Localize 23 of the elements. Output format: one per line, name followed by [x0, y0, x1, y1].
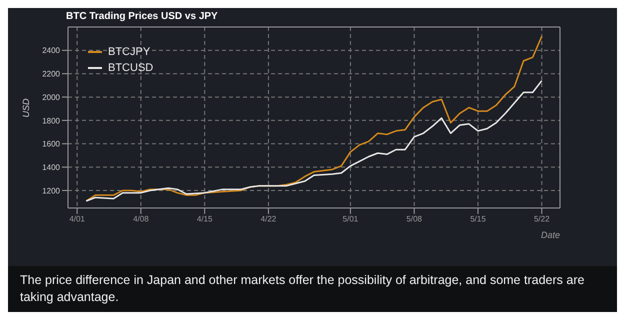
x-tick-label: 5/22 [534, 214, 550, 224]
y-tick-label: 2000 [42, 92, 61, 102]
y-tick-label: 2200 [42, 70, 61, 79]
x-axis-title: Date [540, 230, 560, 240]
x-tick-label: 4/22 [260, 214, 277, 224]
chart-title: BTC Trading Prices USD vs JPY [66, 11, 218, 22]
y-tick-label: 1600 [42, 140, 61, 149]
legend-label: BTCJPY [108, 46, 150, 58]
y-tick-label: 2400 [42, 46, 61, 56]
x-tick-label: 5/15 [470, 214, 486, 224]
line-series [85, 36, 543, 202]
y-tick-label: 1800 [42, 116, 61, 126]
x-tick-label: 5/01 [342, 214, 359, 224]
x-tick-label: 4/01 [69, 214, 86, 224]
text: The price difference in Japan and other markets offer the possibility of arbitrage, and some traders are taking advantage. [8, 266, 617, 312]
x-tick-label: 5/08 [406, 214, 423, 224]
y-tick-label: 1200 [42, 186, 61, 196]
y-axis-title: USD [21, 98, 32, 118]
y-tick-label: 1400 [42, 162, 61, 172]
line-series [85, 80, 543, 202]
x-tick-label: 4/15 [196, 214, 213, 224]
legend-label: BTCUSD [108, 62, 154, 74]
x-tick-label: 4/08 [133, 214, 150, 224]
